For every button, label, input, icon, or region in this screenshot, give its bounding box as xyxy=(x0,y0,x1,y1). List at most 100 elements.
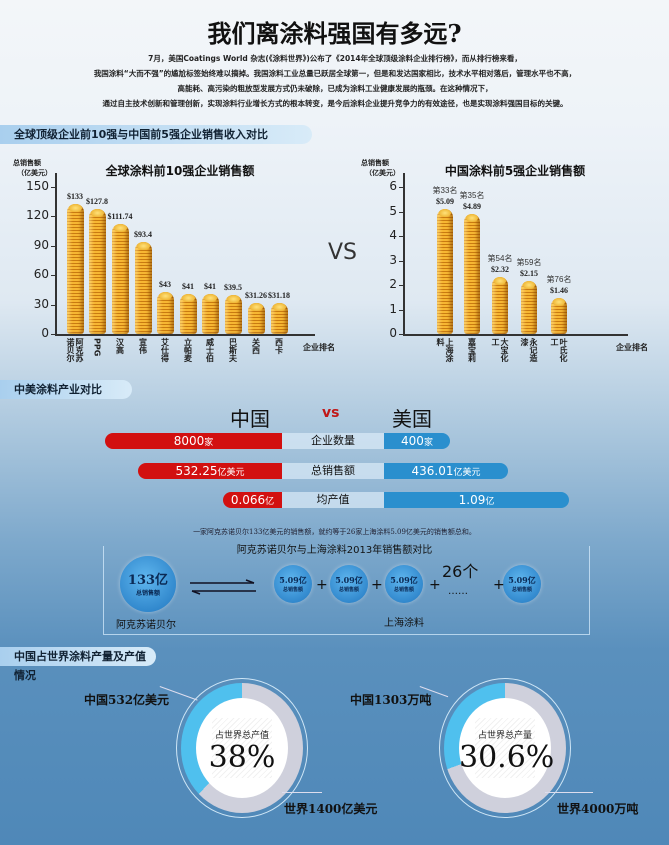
bar-coin-stack xyxy=(88,208,106,334)
akzo-value: 133亿 xyxy=(127,573,169,588)
china-value: 8000 xyxy=(173,434,205,448)
china-value-bar: 0.066亿 xyxy=(223,492,282,508)
x-axis xyxy=(403,334,628,336)
plus-sign: + xyxy=(493,577,505,593)
value-label: $2.32 xyxy=(491,265,509,275)
akzo-circle: 133亿 总销售额 xyxy=(120,556,176,612)
category-label: 大宝化工 xyxy=(491,338,509,362)
world-amount-label: 世界4000万吨 xyxy=(557,802,639,816)
bar-coin-stack xyxy=(224,295,242,334)
shanghai-coin: 5.09亿 总销售额 xyxy=(503,565,541,603)
shanghai-coin: 5.09亿 总销售额 xyxy=(274,565,312,603)
akzo-name: 阿克苏诺贝尔 xyxy=(116,620,176,631)
x-axis-label: 企业排名 xyxy=(616,342,648,352)
donut-center: 占世界总产量 30.6% xyxy=(459,698,554,798)
category-label: 立帕麦 xyxy=(183,338,193,362)
equiv-note: 一家阿克苏诺贝尔133亿美元的销售额，就约等于26家上海涂料5.09亿美元的销售… xyxy=(193,528,476,536)
leader-line xyxy=(545,792,593,793)
category-label: 嘉宝莉 xyxy=(467,338,477,362)
world-amount-label: 世界1400亿美元 xyxy=(284,802,378,816)
y-tick xyxy=(399,309,403,311)
y-axis-label: 总销售额 xyxy=(361,158,389,167)
metric-label: 企业数量 xyxy=(282,433,384,449)
usa-value-bar: 400家 xyxy=(384,433,450,449)
china-value-bar: 8000家 xyxy=(105,433,282,449)
bar-coin-stack xyxy=(66,203,84,334)
y-tick-label: 30 xyxy=(33,296,49,311)
rank-label: 第33名 xyxy=(432,186,458,196)
value-label: $111.74 xyxy=(107,212,133,222)
usa-value: 400 xyxy=(401,434,424,448)
metric-label: 总销售额 xyxy=(282,462,384,479)
intro-line: 通过自主技术创新和管理创新，实现涂料行业增长方式的根本转变，是今后涂料企业提升竞… xyxy=(102,99,568,108)
y-tick-label: 6 xyxy=(389,179,397,193)
equivalence-arrows-icon xyxy=(190,579,256,595)
page-title: 我们离涂料强国有多远? xyxy=(207,19,462,48)
shanghai-coin: 5.09亿 总销售额 xyxy=(330,565,368,603)
bar-coin-stack xyxy=(437,209,453,334)
china-top5-chart: 中国涂料前5强企业销售额 总销售额 （亿美元） 企业排名 0 1 2 3 4 5 6 $5.09 第33… xyxy=(355,150,669,375)
shanghai-name: 上海涂料 xyxy=(384,618,424,629)
category-label: PPG xyxy=(92,338,102,357)
center-label: 占世界总产量 xyxy=(477,731,532,741)
value-label: $133 xyxy=(67,191,83,201)
y-tick xyxy=(51,216,55,218)
value-label: $31.26 xyxy=(245,291,267,301)
china-amount-label: 中国1303万吨 xyxy=(350,693,432,707)
category-label: 上海涂料 xyxy=(436,338,454,362)
equiv-title: 阿克苏诺贝尔与上海涂料2013年销售额对比 xyxy=(236,545,433,556)
shanghai-coin: 5.09亿总销售额 xyxy=(385,565,423,603)
y-tick xyxy=(51,245,55,247)
category-label: 叶氏化工 xyxy=(550,338,568,362)
y-tick-label: 150 xyxy=(26,179,49,193)
value-label: $41 xyxy=(182,281,194,291)
y-axis xyxy=(403,173,405,334)
china-heading: 中国 xyxy=(230,407,270,431)
coin-value: 5.09亿 xyxy=(390,575,418,585)
usa-heading: 美国 xyxy=(392,407,432,431)
usa-unit: 家 xyxy=(423,438,433,448)
count-label: 26个 xyxy=(442,562,479,581)
category-label: 汉高 xyxy=(115,338,125,354)
section-header-share: 中国占世界涂料产量及产值情况 xyxy=(0,647,156,682)
ellipsis: …… xyxy=(448,586,468,597)
section-header-sales: 全球顶级企业前10强与中国前5强企业销售收入对比 xyxy=(0,125,312,144)
y-tick xyxy=(399,260,403,262)
akzo-sub: 总销售额 xyxy=(135,590,160,597)
bar-coin-stack xyxy=(464,214,480,334)
china-value-bar: 532.25亿美元 xyxy=(138,462,282,479)
bar-coin-stack xyxy=(134,242,152,334)
intro-line: 7月，美国Coatings World 杂志(《涂料世界》)公布了《2014年全… xyxy=(148,54,522,63)
usa-unit: 亿美元 xyxy=(453,467,481,478)
center-label: 占世界总产值 xyxy=(214,731,269,741)
chart-title: 全球涂料前10强企业销售额 xyxy=(105,164,255,178)
category-label: 阿克苏诺贝尔 xyxy=(66,338,84,362)
china-unit: 亿 xyxy=(265,497,275,507)
bar-coin-stack xyxy=(492,277,508,334)
y-tick xyxy=(51,304,55,306)
chart-title: 中国涂料前5强企业销售额 xyxy=(444,164,586,178)
usa-value-bar: 1.09亿 xyxy=(384,492,569,508)
y-tick-label: 1 xyxy=(389,301,397,316)
value-label: $31.18 xyxy=(268,291,290,301)
bar-coin-stack xyxy=(201,293,219,334)
coin-value: 5.09亿 xyxy=(508,575,536,585)
y-tick xyxy=(51,334,55,335)
y-tick xyxy=(399,187,403,188)
compare-vs: vs xyxy=(322,405,340,421)
y-tick xyxy=(399,211,403,213)
rank-label: 第35名 xyxy=(459,191,485,201)
coin-sub: 总销售额 xyxy=(338,587,359,593)
y-axis xyxy=(55,173,57,334)
category-label: 关西 xyxy=(251,338,261,354)
y-tick-label: 4 xyxy=(389,228,397,242)
x-axis xyxy=(55,334,315,336)
usa-unit: 亿 xyxy=(485,497,495,507)
intro-paragraph: 7月，美国Coatings World 杂志(《涂料世界》)公布了《2014年全… xyxy=(40,51,630,111)
coin-sub: 总销售额 xyxy=(393,587,414,593)
y-axis-unit: （亿美元） xyxy=(365,168,400,177)
y-tick-label: 0 xyxy=(389,326,397,340)
donut-center: 占世界总产值 38% xyxy=(196,698,288,798)
y-tick xyxy=(399,334,403,335)
category-label: 巴斯夫 xyxy=(228,338,238,362)
